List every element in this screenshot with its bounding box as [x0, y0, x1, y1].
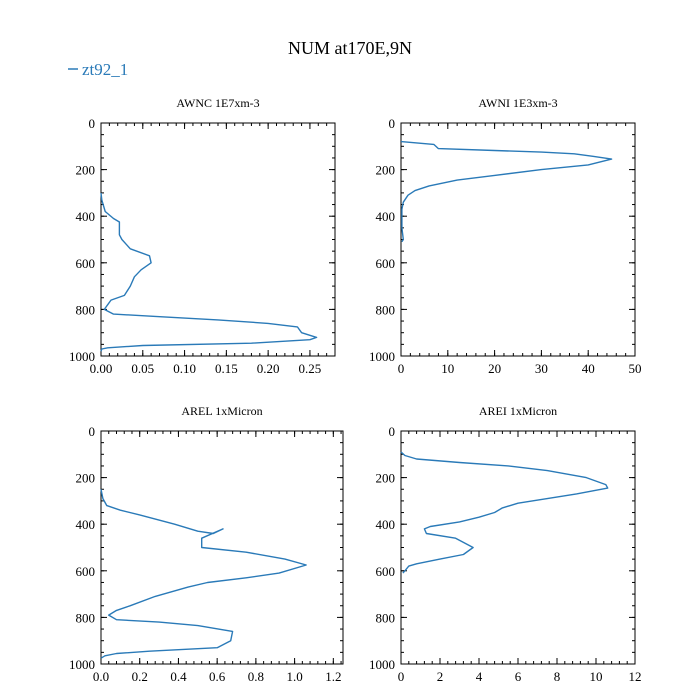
x-tick-label: 0.2: [132, 669, 148, 684]
y-tick-label: 200: [76, 471, 96, 486]
legend-label: zt92_1: [82, 60, 128, 79]
y-tick-label: 600: [76, 256, 96, 271]
series-line: [400, 140, 613, 243]
x-tick-label: 0.10: [173, 361, 196, 376]
x-tick-label: 0.25: [299, 361, 322, 376]
x-tick-label: 1.2: [325, 669, 341, 684]
y-tick-label: 400: [376, 209, 396, 224]
x-tick-label: 1.0: [286, 669, 302, 684]
y-tick-label: 600: [376, 564, 396, 579]
y-tick-label: 800: [76, 610, 96, 625]
panel-title: AREI 1xMicron: [479, 404, 557, 418]
y-tick-label: 1000: [69, 349, 95, 364]
x-tick-label: 10: [590, 669, 603, 684]
y-tick-label: 600: [76, 564, 96, 579]
y-tick-label: 0: [389, 424, 396, 439]
panel-1: AWNC 1E7xm-3 0.00 0.05 0.10 0.15 0.20 0.25 0 200…: [69, 96, 336, 376]
legend: zt92_1: [68, 60, 128, 79]
panels: AWNC 1E7xm-30.00 0.05 0.10 0.15 0.20 0.250200…: [69, 96, 642, 684]
x-tick-label: 4: [476, 669, 483, 684]
x-tick-label: 0: [398, 669, 405, 684]
x-tick-label: 0.00: [90, 361, 113, 376]
x-tick-label: 0.0: [93, 669, 109, 684]
y-tick-label: 1000: [369, 657, 395, 672]
y-tick-label: 800: [76, 302, 96, 317]
x-tick-label: 6: [515, 669, 522, 684]
x-tick-label: 30: [535, 361, 548, 376]
y-tick-label: 600: [376, 256, 396, 271]
y-tick-label: 800: [376, 302, 396, 317]
x-tick-label: 12: [629, 669, 642, 684]
x-tick-label: 0.8: [248, 669, 264, 684]
x-tick-label: 0.15: [215, 361, 238, 376]
y-tick-label: 400: [376, 517, 396, 532]
x-tick-label: 0.20: [257, 361, 280, 376]
figure-title: NUM at170E,9N: [288, 38, 412, 58]
panel-3: AREL 1xMicron 0.0 0.2 0.4 0.6 0.8 1.0 1.2 0 200 40…: [69, 404, 344, 684]
y-tick-label: 0: [89, 424, 96, 439]
series-line: [400, 451, 609, 574]
y-tick-label: 200: [76, 163, 96, 178]
plot-frame: [400, 430, 636, 665]
x-tick-label: 0.4: [170, 669, 187, 684]
y-tick-label: 200: [376, 471, 396, 486]
x-tick-label: 2: [437, 669, 444, 684]
series-line: [100, 489, 307, 659]
x-tick-label: 0: [398, 361, 405, 376]
y-tick-label: 0: [389, 116, 396, 131]
x-tick-label: 20: [488, 361, 501, 376]
y-tick-label: 400: [76, 209, 96, 224]
y-tick-label: 200: [376, 163, 396, 178]
panel-title: AWNI 1E3xm-3: [478, 96, 557, 110]
x-tick-label: 10: [441, 361, 454, 376]
panel-2: AWNI 1E3xm-3 0 10 20 30 40 50 0 200 400 600 800 1000: [369, 96, 642, 376]
panel-4: AREI 1xMicron 0 2 4 6 8 10 12 0 200 400 600 800 1000: [369, 404, 642, 684]
panel-title: AWNC 1E7xm-3: [176, 96, 259, 110]
y-tick-label: 400: [76, 517, 96, 532]
y-tick-label: 0: [89, 116, 96, 131]
series-line: [100, 192, 318, 352]
x-tick-label: 50: [629, 361, 642, 376]
y-tick-label: 800: [376, 610, 396, 625]
x-tick-label: 0.6: [209, 669, 226, 684]
panel-title: AREL 1xMicron: [181, 404, 262, 418]
x-tick-label: 0.05: [131, 361, 154, 376]
x-tick-label: 8: [554, 669, 561, 684]
plot-frame: [100, 122, 336, 357]
y-tick-label: 1000: [369, 349, 395, 364]
y-tick-label: 1000: [69, 657, 95, 672]
x-tick-label: 40: [582, 361, 595, 376]
